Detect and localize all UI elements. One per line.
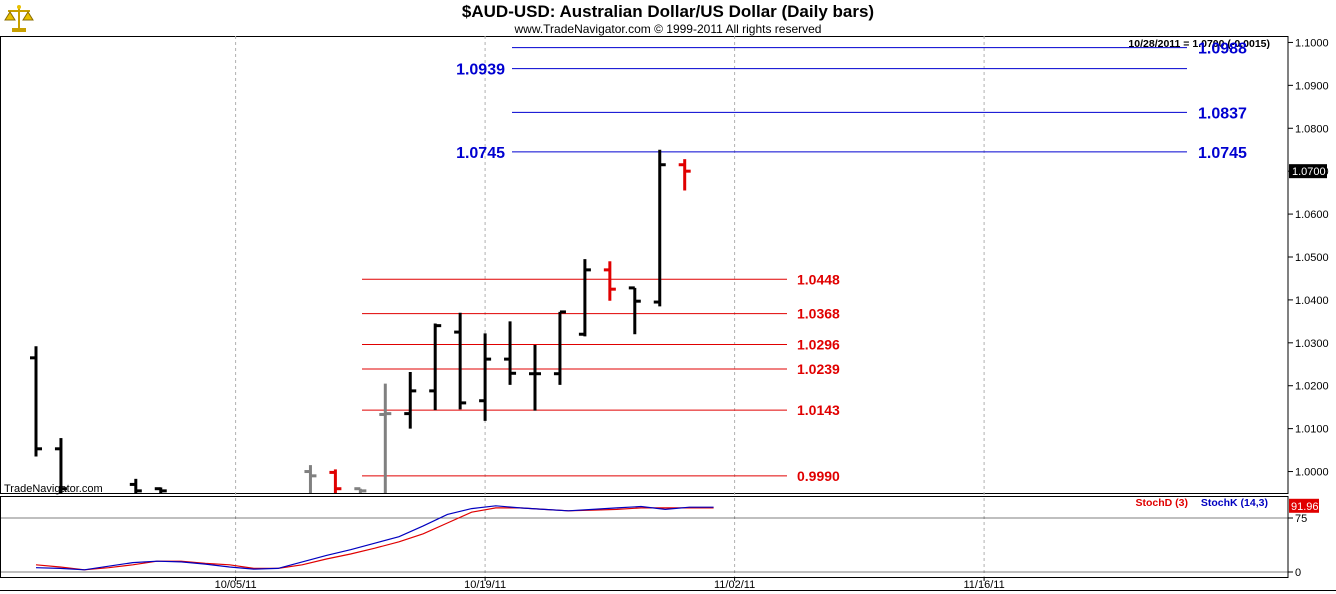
last-price-box bbox=[1289, 164, 1327, 179]
level-label: 1.0745 bbox=[1198, 145, 1247, 162]
level-label: 1.0239 bbox=[797, 361, 840, 377]
legend-stoch-d: StochD (3) bbox=[1136, 497, 1189, 509]
stoch-last-box bbox=[1289, 498, 1319, 513]
stoch-tick-label: 0 bbox=[1295, 567, 1301, 579]
level-label: 1.0837 bbox=[1198, 105, 1247, 122]
last-info-text: 10/28/2011 = 1.0700 (-0.0015) bbox=[1128, 38, 1270, 50]
level-label: 1.0296 bbox=[797, 337, 840, 353]
legend-stoch-k: StochK (14,3) bbox=[1201, 497, 1268, 509]
y-tick-label: 1.0000 bbox=[1295, 467, 1329, 479]
y-tick-label: 1.0800 bbox=[1295, 123, 1329, 135]
copyright-text: www.TradeNavigator.com © 1999-2011 All r… bbox=[514, 22, 822, 36]
y-tick-label: 1.0100 bbox=[1295, 424, 1329, 436]
level-label: 0.9990 bbox=[797, 468, 840, 484]
stoch-last-label: 91.96 bbox=[1291, 501, 1319, 513]
watermark-text: TradeNavigator.com bbox=[4, 483, 103, 495]
level-label: 1.0939 bbox=[456, 62, 505, 79]
y-tick-label: 1.0600 bbox=[1295, 209, 1329, 221]
level-label: 1.0368 bbox=[797, 306, 840, 322]
stoch-d-line bbox=[35, 507, 714, 571]
level-label: 1.0988 bbox=[1198, 41, 1247, 58]
chart-title: $AUD-USD: Australian Dollar/US Dollar (D… bbox=[461, 2, 875, 21]
level-label: 1.0448 bbox=[797, 271, 840, 287]
y-tick-label: 1.0900 bbox=[1295, 80, 1329, 92]
y-tick-label: 1.0500 bbox=[1295, 252, 1329, 264]
stoch-k-line bbox=[35, 505, 714, 571]
price-panel-frame bbox=[0, 36, 1289, 494]
x-tick-label: 11/02/11 bbox=[714, 579, 755, 591]
level-label: 1.0143 bbox=[797, 402, 840, 418]
scales-logo-icon bbox=[2, 2, 36, 34]
x-tick-label: 10/05/11 bbox=[215, 579, 257, 591]
stoch-tick-label: 75 bbox=[1295, 513, 1307, 525]
x-tick-label: 10/19/11 bbox=[464, 579, 506, 591]
y-tick-label: 1.0400 bbox=[1295, 295, 1329, 307]
stoch-panel-frame bbox=[0, 496, 1289, 578]
y-tick-label: 1.0300 bbox=[1295, 338, 1329, 350]
level-label: 1.0745 bbox=[456, 145, 505, 162]
y-tick-label: 1.1000 bbox=[1295, 37, 1329, 49]
y-tick-label: 1.0200 bbox=[1295, 381, 1329, 393]
x-tick-label: 11/16/11 bbox=[964, 579, 1005, 591]
last-price-label: 1.0700 bbox=[1292, 166, 1326, 178]
